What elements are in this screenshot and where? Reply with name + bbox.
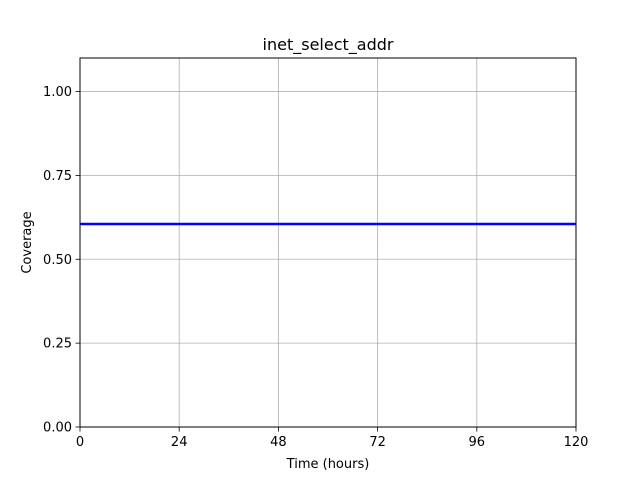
chart-title: inet_select_addr — [263, 35, 394, 55]
x-tick-label: 24 — [171, 435, 188, 450]
x-tick-label: 72 — [369, 435, 386, 450]
plot-area — [80, 58, 576, 427]
x-tick-label: 48 — [270, 435, 287, 450]
x-axis: 0 24 48 72 96 120 — [76, 427, 589, 450]
y-tick-label: 0.00 — [43, 421, 72, 436]
y-axis-label: Coverage — [20, 211, 35, 273]
y-axis: 0.00 0.25 0.50 0.75 1.00 — [43, 85, 80, 436]
x-axis-label: Time (hours) — [286, 457, 370, 472]
grid — [79, 58, 577, 428]
y-tick-label: 0.50 — [43, 253, 72, 268]
y-tick-label: 1.00 — [43, 85, 72, 100]
plot-frame — [79, 57, 577, 428]
x-tick-label: 96 — [469, 435, 486, 450]
y-tick-label: 0.75 — [43, 169, 72, 184]
y-tick-label: 0.25 — [43, 337, 72, 352]
x-tick-label: 0 — [76, 435, 84, 450]
x-tick-label: 120 — [564, 435, 589, 450]
